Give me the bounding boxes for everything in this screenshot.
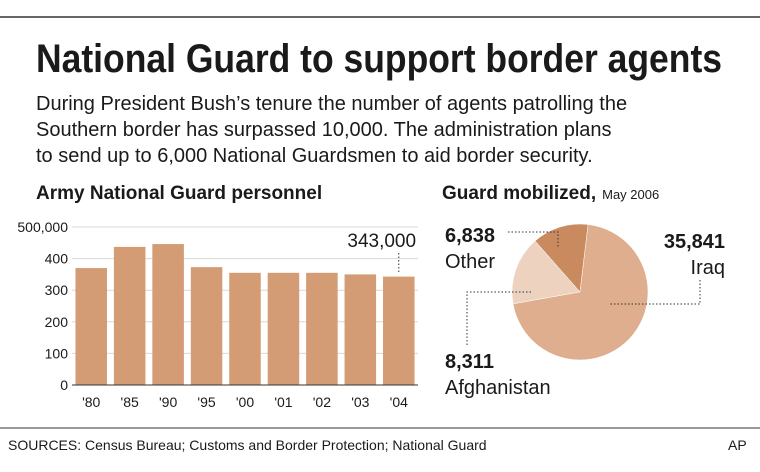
y-tick-label: 100	[45, 345, 69, 361]
title: National Guard to support border agents	[36, 37, 722, 81]
y-tick-label: 0	[60, 377, 68, 393]
bar	[113, 246, 146, 385]
y-tick-label: 200	[45, 314, 69, 330]
x-tick-label: '03	[351, 394, 369, 410]
x-tick-label: '01	[274, 394, 292, 410]
credit: AP	[728, 437, 747, 453]
value-label: 343,000	[347, 231, 416, 252]
x-tick-label: '00	[236, 394, 254, 410]
leader-line	[508, 231, 559, 248]
y-tick-label: 300	[45, 282, 69, 298]
bar	[229, 272, 261, 385]
bar	[383, 276, 415, 385]
leader-line	[466, 291, 533, 345]
bar	[75, 268, 107, 385]
leader-line	[610, 280, 701, 305]
pie-subtitle: May 2006	[602, 187, 659, 202]
subtitle-line: Southern border has surpassed 10,000. Th…	[36, 119, 612, 141]
pie-category-label: Other	[445, 251, 495, 273]
x-tick-label: '80	[82, 394, 100, 410]
bar	[190, 267, 223, 385]
pie-value-label: 35,841	[664, 231, 725, 253]
pie-chart-title: Guard mobilized, May 2006	[442, 183, 659, 204]
subtitle-line: During President Bush’s tenure the numbe…	[36, 93, 627, 115]
pie-value-label: 8,311	[445, 351, 494, 373]
bar	[152, 244, 184, 385]
pie-slice	[511, 240, 581, 305]
pie-category-label: Afghanistan	[445, 377, 551, 399]
y-tick-label: 400	[45, 251, 69, 267]
x-tick-label: '90	[159, 394, 177, 410]
x-tick-label: '85	[121, 394, 139, 410]
pie-title: Guard mobilized,	[442, 183, 596, 204]
x-tick-label: '02	[313, 394, 331, 410]
bar	[267, 272, 300, 385]
source: SOURCES: Census Bureau; Customs and Bord…	[8, 437, 487, 453]
subtitle-line: to send up to 6,000 National Guardsmen t…	[36, 145, 593, 167]
y-tick-label: 500,000	[17, 219, 68, 235]
x-tick-label: '95	[197, 394, 215, 410]
bar	[306, 272, 338, 385]
pie-slice	[512, 224, 649, 361]
bar	[344, 274, 377, 385]
pie-slice	[534, 223, 589, 293]
x-tick-label: '04	[390, 394, 408, 410]
pie-category-label: Iraq	[691, 257, 725, 279]
bar-chart-title: Army National Guard personnel	[36, 183, 322, 204]
pie-value-label: 6,838	[445, 225, 495, 247]
